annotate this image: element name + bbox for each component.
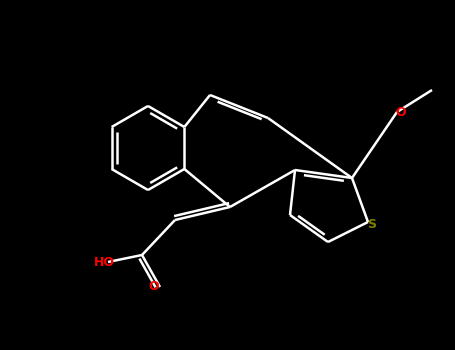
Text: HO: HO [93, 256, 115, 268]
Text: O: O [396, 105, 406, 119]
Text: O: O [149, 280, 159, 294]
Text: S: S [368, 217, 376, 231]
